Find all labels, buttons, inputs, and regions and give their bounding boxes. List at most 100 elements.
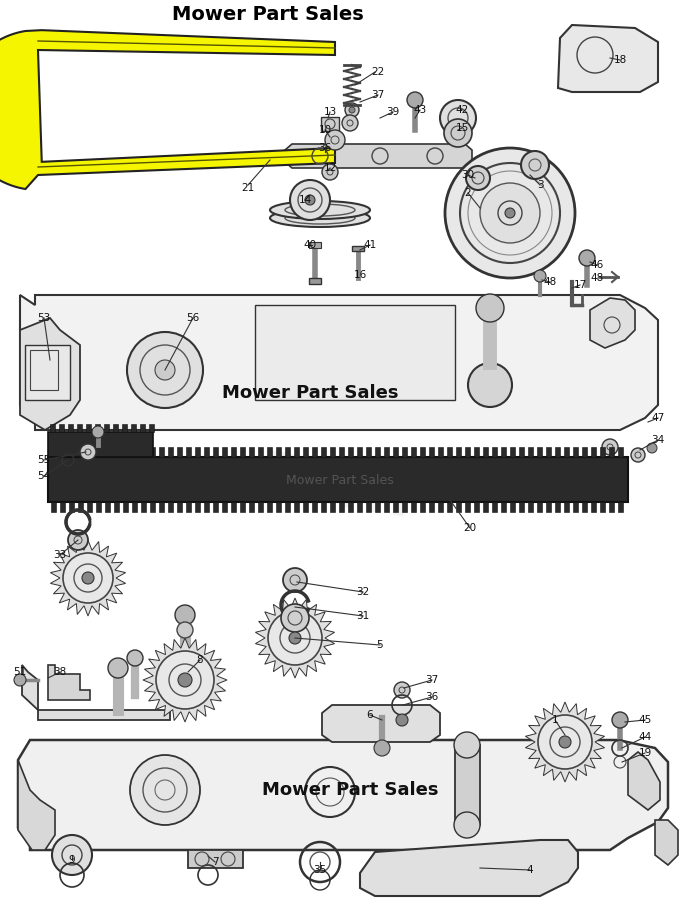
Bar <box>267 447 272 457</box>
Circle shape <box>290 180 330 220</box>
Circle shape <box>440 100 476 136</box>
Bar <box>168 502 173 512</box>
Bar <box>564 502 569 512</box>
Text: 53: 53 <box>37 313 50 323</box>
Bar <box>339 502 344 512</box>
Bar <box>591 502 596 512</box>
Bar <box>222 447 227 457</box>
Text: 21: 21 <box>241 183 254 193</box>
Bar <box>321 502 326 512</box>
Bar <box>294 447 299 457</box>
Ellipse shape <box>270 201 370 219</box>
Bar <box>366 447 371 457</box>
Circle shape <box>155 360 175 380</box>
Text: 18: 18 <box>614 55 627 65</box>
Polygon shape <box>360 840 578 896</box>
Bar <box>255 305 455 400</box>
Text: Mower Part Sales: Mower Part Sales <box>222 384 398 402</box>
Bar <box>122 424 127 432</box>
Bar <box>555 502 560 512</box>
Text: 13: 13 <box>323 107 337 117</box>
Circle shape <box>345 103 359 117</box>
Text: 1: 1 <box>551 715 558 725</box>
Bar <box>582 502 587 512</box>
Bar <box>573 447 578 457</box>
Bar <box>249 447 254 457</box>
Polygon shape <box>322 705 440 742</box>
Text: Mower Part Sales: Mower Part Sales <box>286 473 394 486</box>
Bar <box>267 502 272 512</box>
Circle shape <box>156 651 214 709</box>
Circle shape <box>480 183 540 243</box>
Circle shape <box>92 426 104 438</box>
Text: 56: 56 <box>187 313 200 323</box>
Text: 10: 10 <box>319 125 332 135</box>
Polygon shape <box>558 25 658 92</box>
Text: PART: PART <box>254 448 426 532</box>
Circle shape <box>454 732 480 758</box>
Circle shape <box>396 714 408 726</box>
Bar <box>492 447 497 457</box>
Circle shape <box>394 682 410 698</box>
Bar <box>393 447 398 457</box>
Bar <box>204 502 209 512</box>
Text: 44: 44 <box>638 732 652 742</box>
Bar <box>609 502 614 512</box>
Bar <box>104 424 109 432</box>
Bar <box>50 424 55 432</box>
Text: Mower Part Sales: Mower Part Sales <box>262 781 438 799</box>
Polygon shape <box>628 752 660 810</box>
Bar <box>123 447 128 457</box>
Bar <box>510 447 515 457</box>
Text: 48: 48 <box>590 273 604 283</box>
Bar <box>420 447 425 457</box>
Polygon shape <box>20 318 80 430</box>
Circle shape <box>177 622 193 638</box>
Bar <box>321 117 339 131</box>
Bar <box>330 447 335 457</box>
Text: 12: 12 <box>323 163 337 173</box>
Bar <box>366 502 371 512</box>
Circle shape <box>631 448 645 462</box>
Bar <box>51 502 56 512</box>
Bar <box>501 447 506 457</box>
Bar <box>96 502 101 512</box>
Circle shape <box>349 107 355 113</box>
Bar <box>78 502 83 512</box>
Text: 8: 8 <box>197 655 203 665</box>
Circle shape <box>325 130 345 150</box>
Bar <box>231 447 236 457</box>
Bar <box>438 502 443 512</box>
Bar <box>113 424 118 432</box>
Bar <box>447 447 452 457</box>
Bar <box>352 246 364 251</box>
Bar <box>285 447 290 457</box>
Bar <box>195 502 200 512</box>
Text: 36: 36 <box>319 143 332 153</box>
Bar <box>132 502 137 512</box>
Bar <box>321 447 326 457</box>
Text: 40: 40 <box>303 240 316 250</box>
Circle shape <box>445 148 575 278</box>
Circle shape <box>647 443 657 453</box>
Text: 48: 48 <box>543 277 557 287</box>
Bar <box>537 447 542 457</box>
Circle shape <box>602 439 618 455</box>
Circle shape <box>322 164 338 180</box>
Circle shape <box>466 166 490 190</box>
Bar <box>465 502 470 512</box>
Text: 39: 39 <box>386 107 399 117</box>
Bar <box>564 447 569 457</box>
Bar <box>86 424 91 432</box>
Bar <box>339 447 344 457</box>
Text: 5: 5 <box>377 640 384 650</box>
Text: 41: 41 <box>363 240 377 250</box>
Bar <box>60 447 65 457</box>
Bar <box>240 447 245 457</box>
Bar <box>240 502 245 512</box>
Bar <box>68 424 73 432</box>
Bar <box>357 447 362 457</box>
Circle shape <box>505 208 515 218</box>
Text: 36: 36 <box>426 692 439 702</box>
Text: 37: 37 <box>371 90 385 100</box>
